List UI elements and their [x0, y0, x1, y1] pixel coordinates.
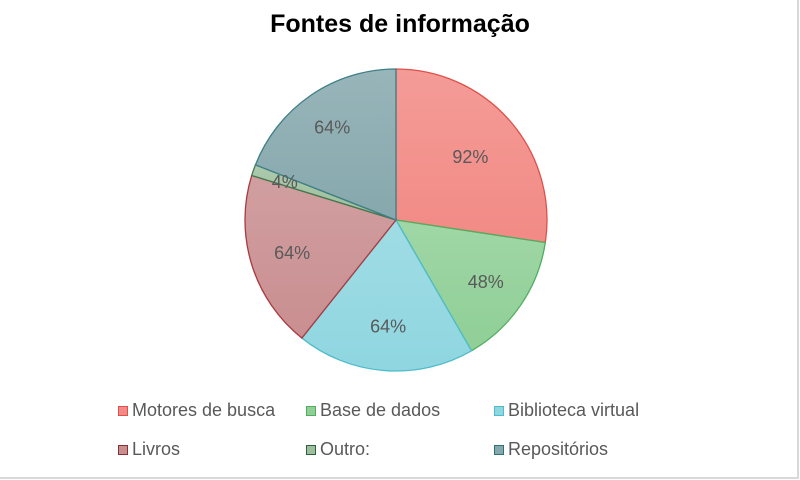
chart-title: Fontes de informação: [270, 10, 530, 38]
pie-slice-base-de-dados: [394, 219, 547, 352]
legend-swatch: [306, 405, 316, 416]
data-label: 4%: [272, 172, 298, 192]
data-label: 64%: [274, 243, 310, 263]
legend-label: Biblioteca virtual: [508, 400, 640, 420]
legend-label: Livros: [132, 439, 181, 459]
pie-chart: 92% 48% 64% 64% 4% 64%: [244, 68, 548, 372]
legend-item-biblioteca-virtual: Biblioteca virtual: [494, 400, 639, 421]
data-label: 92%: [452, 147, 488, 167]
legend-label: Motores de busca: [132, 400, 276, 420]
legend-swatch: [494, 444, 504, 455]
legend-swatch: [118, 444, 128, 455]
pie-slice-reposit-rios: [254, 68, 397, 221]
pie-slice-livros: [244, 174, 398, 339]
data-label: 64%: [370, 316, 406, 336]
legend-item-outro: Outro:: [306, 439, 370, 460]
legend-item-base-de-dados: Base de dados: [306, 400, 440, 421]
pie-slice-motores-de-busca: [395, 68, 548, 244]
legend-item-livros: Livros: [118, 439, 180, 460]
legend-item-repositorios: Repositórios: [494, 439, 608, 460]
legend-swatch: [306, 444, 316, 455]
legend-item-motores-de-busca: Motores de busca: [118, 400, 275, 421]
legend-swatch: [118, 405, 128, 416]
legend-label: Outro:: [320, 439, 371, 459]
legend-label: Base de dados: [320, 400, 441, 420]
legend-swatch: [494, 405, 504, 416]
data-label: 48%: [468, 272, 504, 292]
data-label: 64%: [314, 117, 350, 137]
legend-label: Repositórios: [508, 439, 609, 459]
pie-slice-biblioteca-virtual: [300, 218, 473, 372]
